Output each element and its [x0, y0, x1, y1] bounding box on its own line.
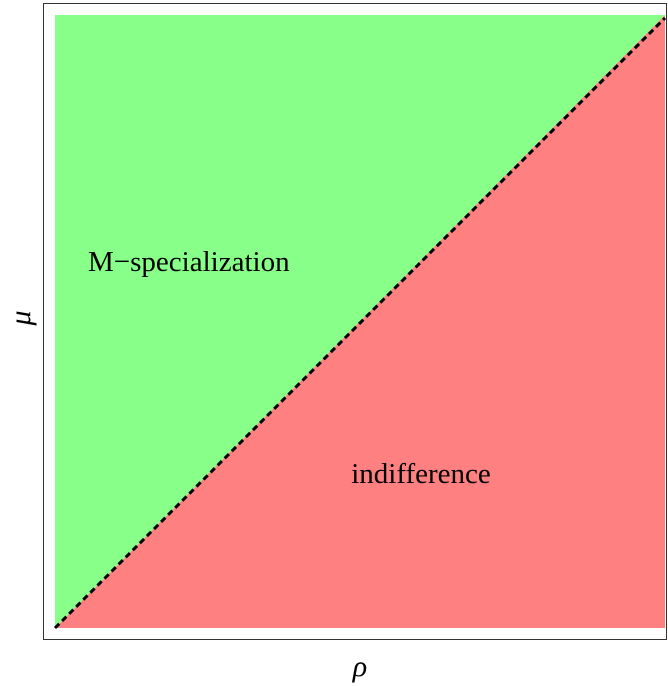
- region-label: M−specialization: [88, 246, 290, 278]
- x-axis-label: ρ: [352, 650, 367, 683]
- y-axis-label: μ: [4, 310, 37, 326]
- boundary-line: [53, 16, 667, 630]
- region-label: indifference: [351, 458, 491, 490]
